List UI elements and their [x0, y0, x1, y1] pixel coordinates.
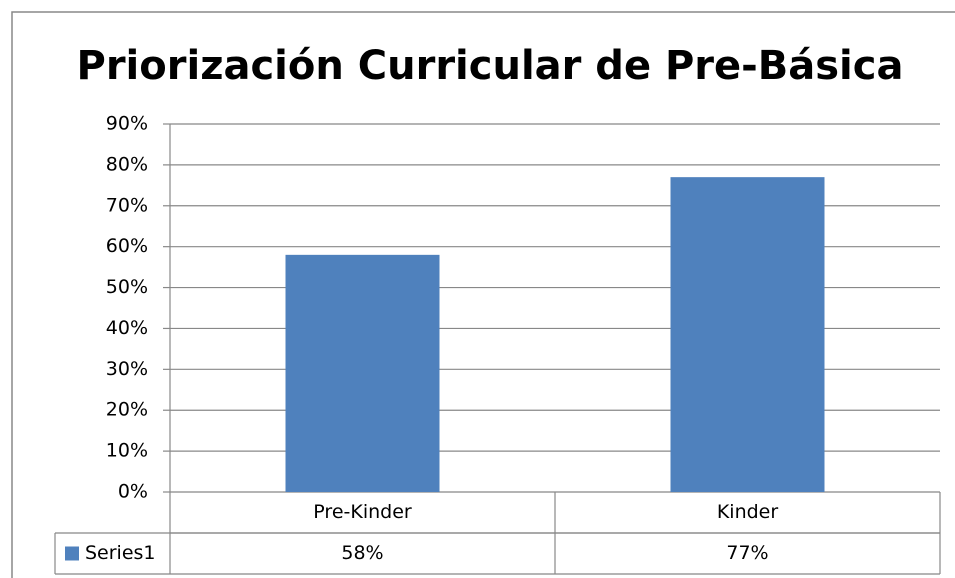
- y-tick-label: 10%: [106, 440, 148, 462]
- bar: [670, 177, 825, 492]
- chart-border: [11, 11, 955, 578]
- y-tick-label: 50%: [106, 276, 148, 298]
- chart-title: Priorización Curricular de Pre-Básica: [77, 43, 904, 89]
- y-tick-label: 70%: [106, 194, 148, 216]
- y-tick-label: 20%: [106, 399, 148, 421]
- y-tick-label: 60%: [106, 235, 148, 257]
- data-label: 58%: [341, 542, 383, 564]
- y-tick-label: 90%: [106, 113, 148, 135]
- x-tick-label: Pre-Kinder: [313, 501, 412, 523]
- x-tick-label: Kinder: [717, 501, 779, 523]
- y-tick-label: 40%: [106, 317, 148, 339]
- legend-swatch: [65, 546, 79, 561]
- y-tick-label: 80%: [106, 153, 148, 175]
- legend-label: Series1: [85, 542, 156, 564]
- y-tick-label: 0%: [118, 481, 148, 503]
- data-label: 77%: [726, 542, 768, 564]
- y-tick-label: 30%: [106, 358, 148, 380]
- bar: [285, 254, 440, 492]
